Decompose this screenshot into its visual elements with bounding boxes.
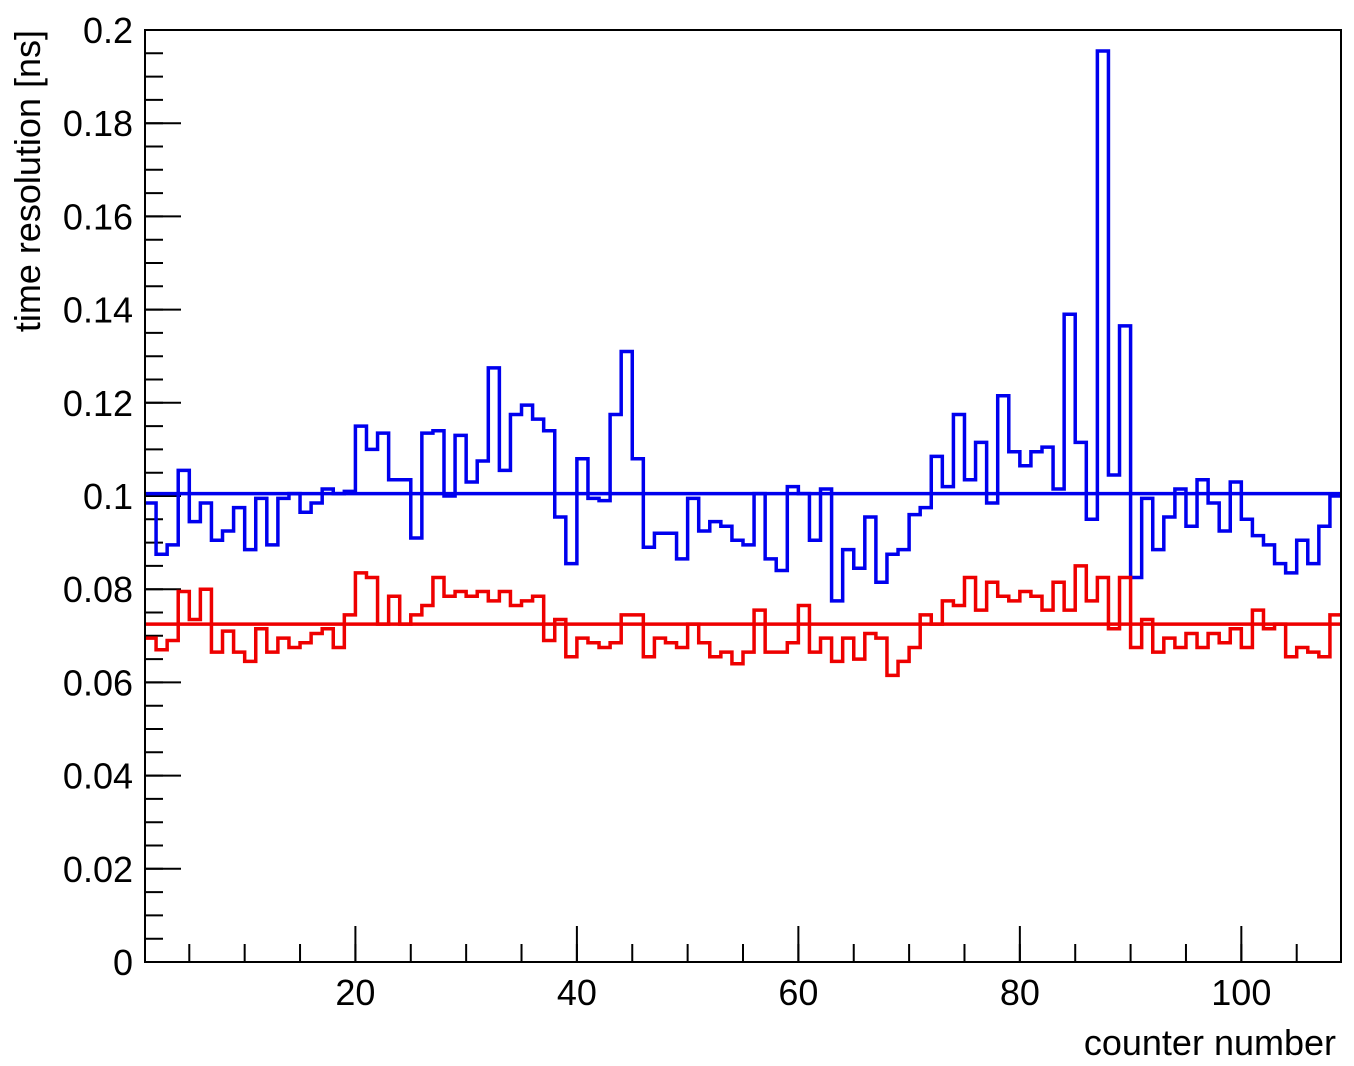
reference-lines xyxy=(145,491,1341,626)
y-tick-label: 0.16 xyxy=(63,196,133,237)
x-tick-label: 80 xyxy=(1000,972,1040,1013)
y-tick-labels: 0 0.02 0.04 0.06 0.08 0.1 0.12 0.14 0.16 0.18 0.2 xyxy=(63,10,133,983)
y-tick-label: 0.06 xyxy=(63,662,133,703)
y-tick-label: 0.14 xyxy=(63,290,133,331)
y-tick-label: 0.04 xyxy=(63,756,133,797)
y-tick-label: 0 xyxy=(113,942,133,983)
y-tick-label: 0.08 xyxy=(63,569,133,610)
x-axis-title: counter number xyxy=(1084,1022,1336,1063)
y-tick-label: 0.02 xyxy=(63,849,133,890)
x-tick-label: 60 xyxy=(778,972,818,1013)
y-tick-label: 0.12 xyxy=(63,383,133,424)
histogram-series-2 xyxy=(145,564,1341,678)
y-tick-label: 0.2 xyxy=(83,10,133,51)
y-tick-label: 0.18 xyxy=(63,103,133,144)
plot-frame xyxy=(144,29,1342,963)
x-tick-label: 100 xyxy=(1211,972,1271,1013)
y-tick-label: 0.1 xyxy=(83,476,133,517)
x-tick-label: 40 xyxy=(557,972,597,1013)
x-tick-labels: 20 40 60 80 100 xyxy=(335,972,1271,1013)
major-ticks xyxy=(145,29,1243,963)
y-axis-title: time resolution [ns] xyxy=(7,30,48,332)
x-tick-label: 20 xyxy=(335,972,375,1013)
